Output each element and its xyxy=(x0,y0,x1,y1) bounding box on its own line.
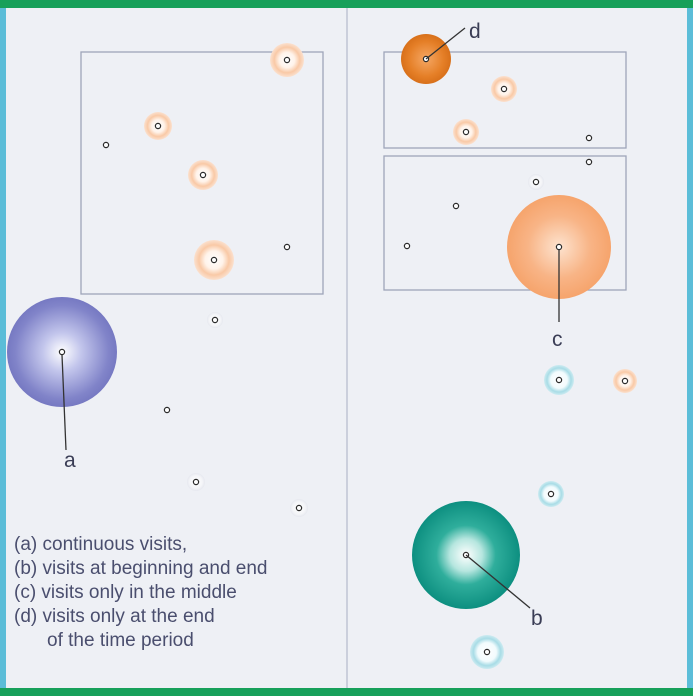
center-marker xyxy=(547,490,555,498)
callout-line-a xyxy=(61,354,67,451)
center-marker xyxy=(163,406,171,414)
callout-label-b: b xyxy=(531,607,543,630)
legend-item-end-continued: of the time period xyxy=(47,630,194,651)
callout-label-d: d xyxy=(469,20,481,43)
center-marker xyxy=(211,316,219,324)
center-marker xyxy=(532,178,540,186)
callout-line-b xyxy=(465,554,531,609)
center-marker xyxy=(621,377,629,385)
center-marker xyxy=(192,478,200,486)
center-marker xyxy=(283,243,291,251)
legend-item-continuous: (a) continuous visits, xyxy=(14,534,188,555)
center-marker xyxy=(585,158,593,166)
frame-top xyxy=(0,0,693,8)
legend-item-end: (d) visits only at the end xyxy=(14,606,215,627)
region-box-right-bottom xyxy=(383,155,627,291)
region-box-right-top xyxy=(383,51,627,149)
callout-line-d xyxy=(425,27,466,60)
center-marker xyxy=(555,376,563,384)
center-marker xyxy=(483,648,491,656)
legend: (a) continuous visits, (b) visits at beg… xyxy=(14,533,268,653)
frame-right xyxy=(687,0,693,696)
center-marker xyxy=(199,171,207,179)
callout-label-c: c xyxy=(552,328,563,351)
frame-left xyxy=(0,0,6,696)
center-marker xyxy=(500,85,508,93)
center-marker xyxy=(58,348,66,356)
callout-label-a: a xyxy=(64,449,76,472)
center-marker xyxy=(154,122,162,130)
frame-bottom xyxy=(0,688,693,696)
region-box-left xyxy=(80,51,324,295)
legend-item-begin-end: (b) visits at beginning and end xyxy=(14,558,268,579)
center-marker xyxy=(462,128,470,136)
center-marker xyxy=(283,56,291,64)
center-marker xyxy=(585,134,593,142)
center-marker xyxy=(452,202,460,210)
center-marker xyxy=(295,504,303,512)
center-markers xyxy=(58,55,629,656)
center-marker xyxy=(102,141,110,149)
center-marker xyxy=(210,256,218,264)
legend-item-middle: (c) visits only in the middle xyxy=(14,582,237,603)
center-marker xyxy=(403,242,411,250)
center-marker xyxy=(555,243,563,251)
